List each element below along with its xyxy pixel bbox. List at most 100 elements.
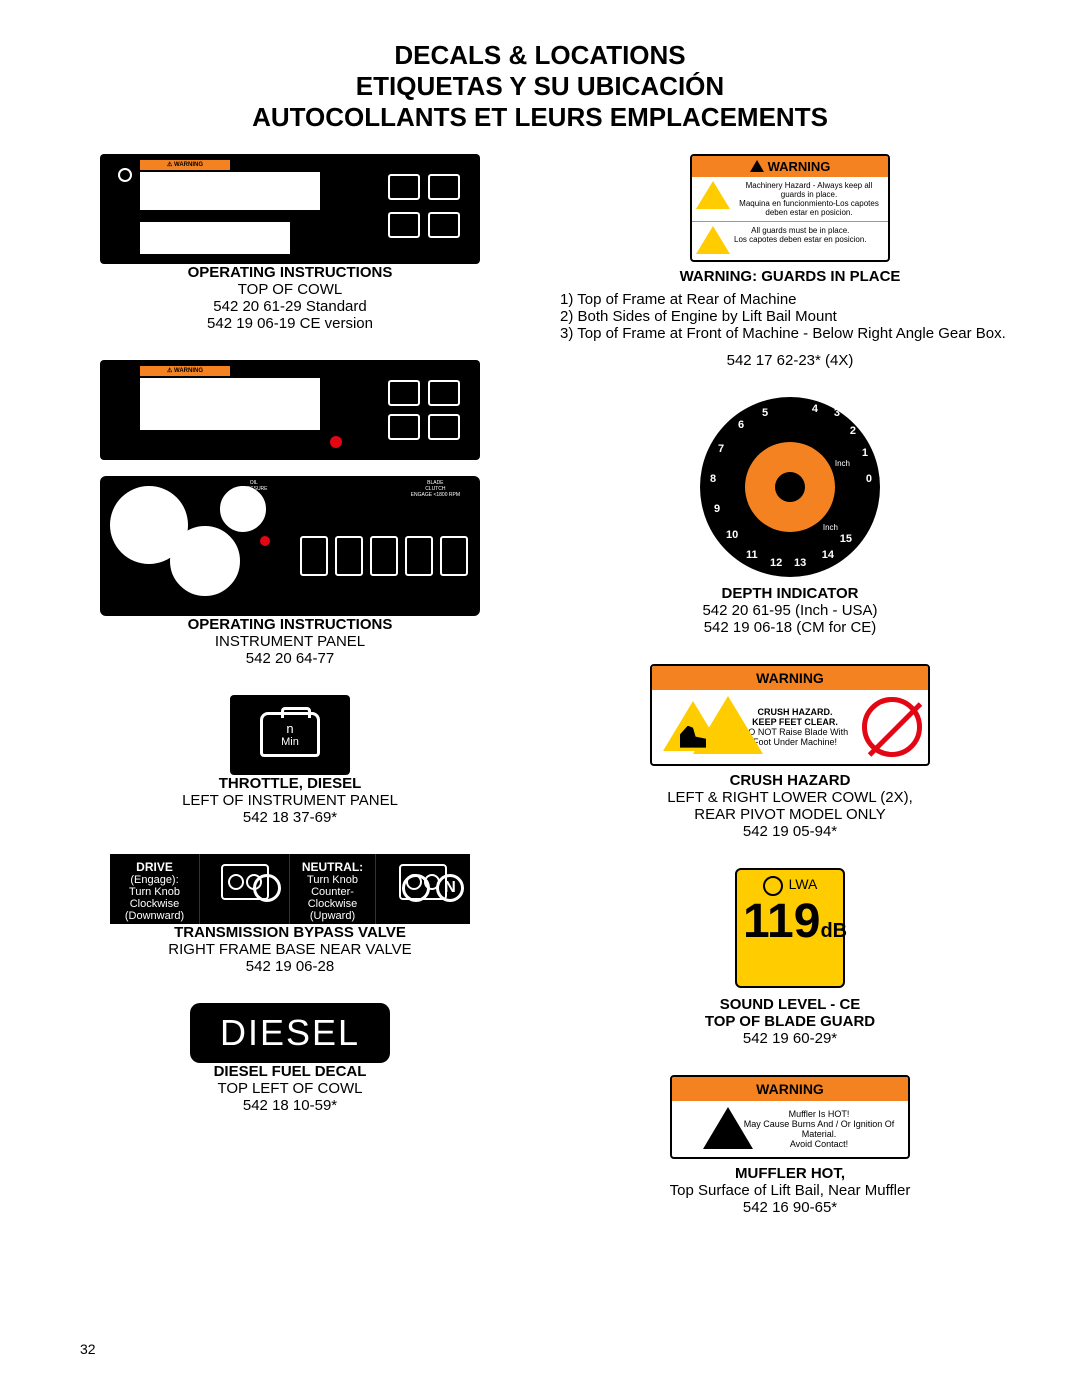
- stop-button-icon: [330, 436, 342, 448]
- decal-partnum: 542 20 64-77: [60, 650, 520, 667]
- hazard-triangle-icon: [696, 181, 730, 211]
- decal-location: TOP OF COWL: [60, 281, 520, 298]
- dial-number: 3: [834, 407, 840, 419]
- control-box-icon: [428, 380, 460, 406]
- control-box-icon: [428, 414, 460, 440]
- inch-label: Inch: [835, 459, 850, 468]
- decal-partnum: 542 18 10-59*: [60, 1097, 520, 1114]
- muffler-warning-image: WARNING Muffler Is HOT! May Cause Burns …: [670, 1075, 910, 1159]
- decal-partnum: 542 17 62-23* (4X): [560, 352, 1020, 369]
- decal-op-inst-ce: ⚠ WARNING: [60, 360, 520, 460]
- decal-location: LEFT & RIGHT LOWER COWL (2X),: [560, 789, 1020, 806]
- gauge-icon: [220, 486, 266, 532]
- warning-bar-icon: ⚠ WARNING: [140, 160, 230, 170]
- decal-partnum: 542 16 90-65*: [560, 1199, 1020, 1216]
- dial-number: 12: [770, 557, 782, 569]
- decal-title: OPERATING INSTRUCTIONS: [60, 264, 520, 281]
- decal-partnum: 542 19 05-94*: [560, 823, 1020, 840]
- op-inst-panel-image: ⚠ WARNING ⚠ CAUTION: [100, 154, 480, 264]
- header-title: DECALS & LOCATIONS ETIQUETAS Y SU UBICAC…: [60, 40, 1020, 134]
- control-box-icon: [388, 174, 420, 200]
- crush-triangle-icon: [658, 696, 728, 758]
- decal-title: DIESEL FUEL DECAL: [60, 1063, 520, 1080]
- left-column: ⚠ WARNING ⚠ CAUTION OPERATING INSTRUCTIO…: [60, 154, 520, 1244]
- drive-segment: DRIVE (Engage): Turn Knob Clockwise (Dow…: [110, 854, 200, 924]
- decal-partnum: 542 19 06-19 CE version: [60, 315, 520, 332]
- dial-number: 5: [762, 407, 768, 419]
- decal-title: DEPTH INDICATOR: [560, 585, 1020, 602]
- decal-transmission: DRIVE (Engage): Turn Knob Clockwise (Dow…: [60, 854, 520, 975]
- dial-icon: [118, 168, 132, 182]
- neutral-n-icon: N: [436, 874, 464, 902]
- depth-dial-image: 3 4 5 6 7 8 9 10 11 12 13 14 15 2 1 0 In…: [700, 397, 880, 577]
- decal-partnum: 542 20 61-29 Standard: [60, 298, 520, 315]
- instruction-text-box-2: [140, 222, 290, 254]
- engine-icon: n Min: [260, 712, 320, 757]
- throttle-image: n Min: [230, 695, 350, 775]
- op-inst-panel-ce-image: ⚠ WARNING: [100, 360, 480, 460]
- decal-title: CRUSH HAZARD: [560, 772, 1020, 789]
- control-box-icon: [388, 414, 420, 440]
- switch-icon: [370, 536, 398, 576]
- decal-location: LEFT OF INSTRUMENT PANEL: [60, 792, 520, 809]
- switch-icon: [300, 536, 328, 576]
- decal-location: REAR PIVOT MODEL ONLY: [560, 806, 1020, 823]
- decal-op-inst-1: ⚠ WARNING ⚠ CAUTION OPERATING INSTRUCTIO…: [60, 154, 520, 332]
- dial-number: 15: [840, 533, 852, 545]
- decal-partnum: 542 20 61-95 (Inch - USA): [560, 602, 1020, 619]
- page-header: DECALS & LOCATIONS ETIQUETAS Y SU UBICAC…: [60, 40, 1020, 134]
- right-column: WARNING Machinery Hazard - Always keep a…: [560, 154, 1020, 1244]
- muffler-text: Muffler Is HOT! May Cause Burns And / Or…: [728, 1109, 902, 1149]
- dial-number: 8: [710, 473, 716, 485]
- decal-diesel: DIESEL DIESEL FUEL DECAL TOP LEFT OF COW…: [60, 1003, 520, 1114]
- instruction-text-box: [140, 172, 320, 210]
- dial-number: 9: [714, 503, 720, 515]
- decal-location: Top Surface of Lift Bail, Near Muffler: [560, 1182, 1020, 1199]
- dial-number: 14: [822, 549, 834, 561]
- decal-title: MUFFLER HOT,: [560, 1165, 1020, 1182]
- warning-text: Maquina en funcionmiento-Los capotes deb…: [734, 199, 884, 217]
- rotate-arrow-icon: [402, 874, 430, 902]
- decal-title: OPERATING INSTRUCTIONS: [60, 616, 520, 633]
- decal-title: THROTTLE, DIESEL: [60, 775, 520, 792]
- decal-throttle: n Min THROTTLE, DIESEL LEFT OF INSTRUMEN…: [60, 695, 520, 826]
- warning-text: Machinery Hazard - Always keep all guard…: [734, 181, 884, 199]
- decal-partnum: 542 19 60-29*: [560, 1030, 1020, 1047]
- foot-icon: [680, 726, 706, 748]
- decal-partnum: 542 19 06-18 (CM for CE): [560, 619, 1020, 636]
- decal-title: TRANSMISSION BYPASS VALVE: [60, 924, 520, 941]
- decal-guards: WARNING Machinery Hazard - Always keep a…: [560, 154, 1020, 369]
- rotate-arrow-icon: [253, 874, 281, 902]
- dial-number: 2: [850, 425, 856, 437]
- switch-icon: [335, 536, 363, 576]
- diesel-label-image: DIESEL: [190, 1003, 390, 1063]
- warning-body-row: Machinery Hazard - Always keep all guard…: [692, 177, 888, 221]
- decal-title: WARNING: GUARDS IN PLACE: [560, 268, 1020, 285]
- instruction-text-box: [140, 378, 320, 430]
- control-box-icon: [428, 212, 460, 238]
- sound-level-image: LWA 119dB: [735, 868, 845, 988]
- dial-number: 7: [718, 443, 724, 455]
- dial-number: 10: [726, 529, 738, 541]
- drive-gear-segment: [200, 854, 290, 924]
- dial-center: [775, 472, 805, 502]
- warning-header: WARNING: [692, 156, 888, 177]
- dial-number: 13: [794, 557, 806, 569]
- warning-text: Los capotes deben estar en posicion.: [734, 235, 867, 244]
- indicator-light-icon: [260, 536, 270, 546]
- warning-bar-icon: ⚠ WARNING: [140, 366, 230, 376]
- decal-instrument-panel: OILPRESSURE BLADECLUTCHENGAGE <1800 RPM …: [60, 476, 520, 667]
- prohibition-circle-icon: [862, 697, 922, 757]
- sound-value: 119: [743, 895, 820, 948]
- decal-title: SOUND LEVEL - CE: [560, 996, 1020, 1013]
- page-number: 32: [80, 1341, 96, 1357]
- dial-number: 4: [812, 403, 818, 415]
- warning-text: All guards must be in place.: [734, 226, 867, 235]
- decal-sound: LWA 119dB SOUND LEVEL - CE TOP OF BLADE …: [560, 868, 1020, 1047]
- switch-icon: [440, 536, 468, 576]
- switch-icon: [405, 536, 433, 576]
- dial-number: 1: [862, 447, 868, 459]
- location-list: 1) Top of Frame at Rear of Machine 2) Bo…: [560, 291, 1020, 342]
- control-box-icon: [388, 212, 420, 238]
- decal-partnum: 542 19 06-28: [60, 958, 520, 975]
